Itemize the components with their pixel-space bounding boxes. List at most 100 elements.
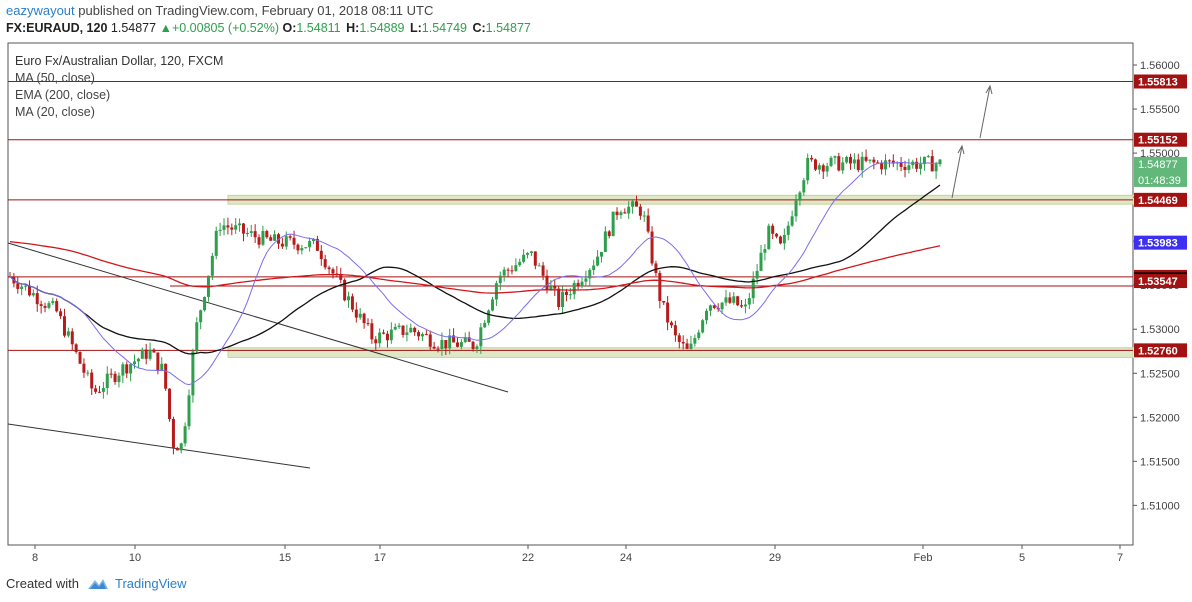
candle-body [362,313,366,324]
x-tick-label: Feb [914,552,933,564]
candle-body [775,233,779,237]
candle-body [806,157,810,181]
candle-body [899,162,903,167]
y-tick-label: 1.53000 [1140,324,1180,336]
candle-body [226,225,230,228]
candle-body [168,388,172,419]
tradingview-link[interactable]: TradingView [114,576,187,591]
candle-body [891,160,895,164]
candle-body [47,303,51,308]
candle-body [218,229,222,231]
candle-body [136,358,140,362]
candle-body [296,244,300,251]
symbol: FX:EURAUD, 120 [6,21,108,35]
candle-body [35,293,39,305]
legend-ema200[interactable]: EMA (200, close) [15,88,111,102]
x-tick-label: 8 [32,552,38,564]
candle-body [498,275,502,284]
candle-body [171,418,175,449]
candle-body [915,161,919,169]
candle-body [673,325,677,336]
y-tick-label: 1.52500 [1140,368,1180,380]
candle-body [312,238,316,242]
footer: Created with TradingView [6,576,187,591]
candle-body [743,304,747,307]
candle-body [763,249,767,253]
trendline-lower [7,423,311,469]
candle-body [592,265,596,270]
open-value: 1.54811 [296,21,341,35]
candle-body [681,341,685,344]
candle-body [759,252,763,271]
y-tick-label: 1.55500 [1140,104,1180,116]
close-label: C: [472,21,486,35]
candle-body [319,250,323,260]
candle-body [323,259,327,268]
candle-body [175,448,179,451]
price-tag [1134,235,1187,250]
candle-body [160,363,164,371]
candle-body [549,286,553,291]
candle-body [378,332,382,344]
legend-ma50[interactable]: MA (50, close) [15,71,95,85]
legend-ma20[interactable]: MA (20, close) [15,105,95,119]
x-tick-label: 22 [522,552,534,564]
y-tick-label: 1.51000 [1140,500,1180,512]
candle-body [658,272,662,301]
author-link[interactable]: eazywayout [6,3,75,18]
y-tick-label: 1.52000 [1140,412,1180,424]
candle-body [526,252,530,255]
candle-body [428,334,432,347]
candle-body [506,269,510,271]
open-label: O: [282,21,297,35]
candle-body [86,372,90,374]
candle-body [825,165,829,172]
candle-body [448,335,452,349]
candle-body [611,211,615,237]
candle-body [382,332,386,334]
candle-body [245,233,249,235]
candle-body [708,305,712,311]
candle-body [304,247,308,249]
candle-body [701,320,705,333]
candle-body [860,156,864,171]
candle-body [292,237,296,245]
candle-body [129,364,133,374]
candle-body [467,337,471,342]
candle-body [455,342,459,347]
candle-body [705,310,709,321]
candle-body [919,164,923,169]
candle-body [420,334,424,337]
candle-body [724,297,728,303]
candle-body [452,335,456,343]
up-arrow-icon: ▲ [159,21,172,35]
candle-body [62,316,66,336]
candle-body [300,248,304,251]
candle-body [588,269,592,279]
candle-body [393,326,397,330]
candle-body [728,297,732,303]
level-tag-label: 1.54469 [1138,195,1178,207]
candle-body [397,325,401,327]
candle-body [666,302,670,323]
support-resistance-zone [227,347,1134,358]
candle-body [179,443,183,451]
candle-body [786,225,790,235]
published-text: published on TradingView.com, February 0… [78,3,434,18]
candle-body [790,216,794,226]
candle-body [144,349,148,359]
candle-body [436,348,440,350]
candle-body [852,159,856,164]
ma50-line [9,184,941,355]
candle-body [864,156,868,161]
level-tag [1134,192,1187,207]
candle-body [697,332,701,339]
candle-body [417,332,421,337]
candle-body [802,180,806,193]
candle-body [385,333,389,341]
candle-body [331,269,335,274]
candle-body [366,323,370,325]
price-tag [1134,156,1187,187]
candle-body [199,310,203,323]
